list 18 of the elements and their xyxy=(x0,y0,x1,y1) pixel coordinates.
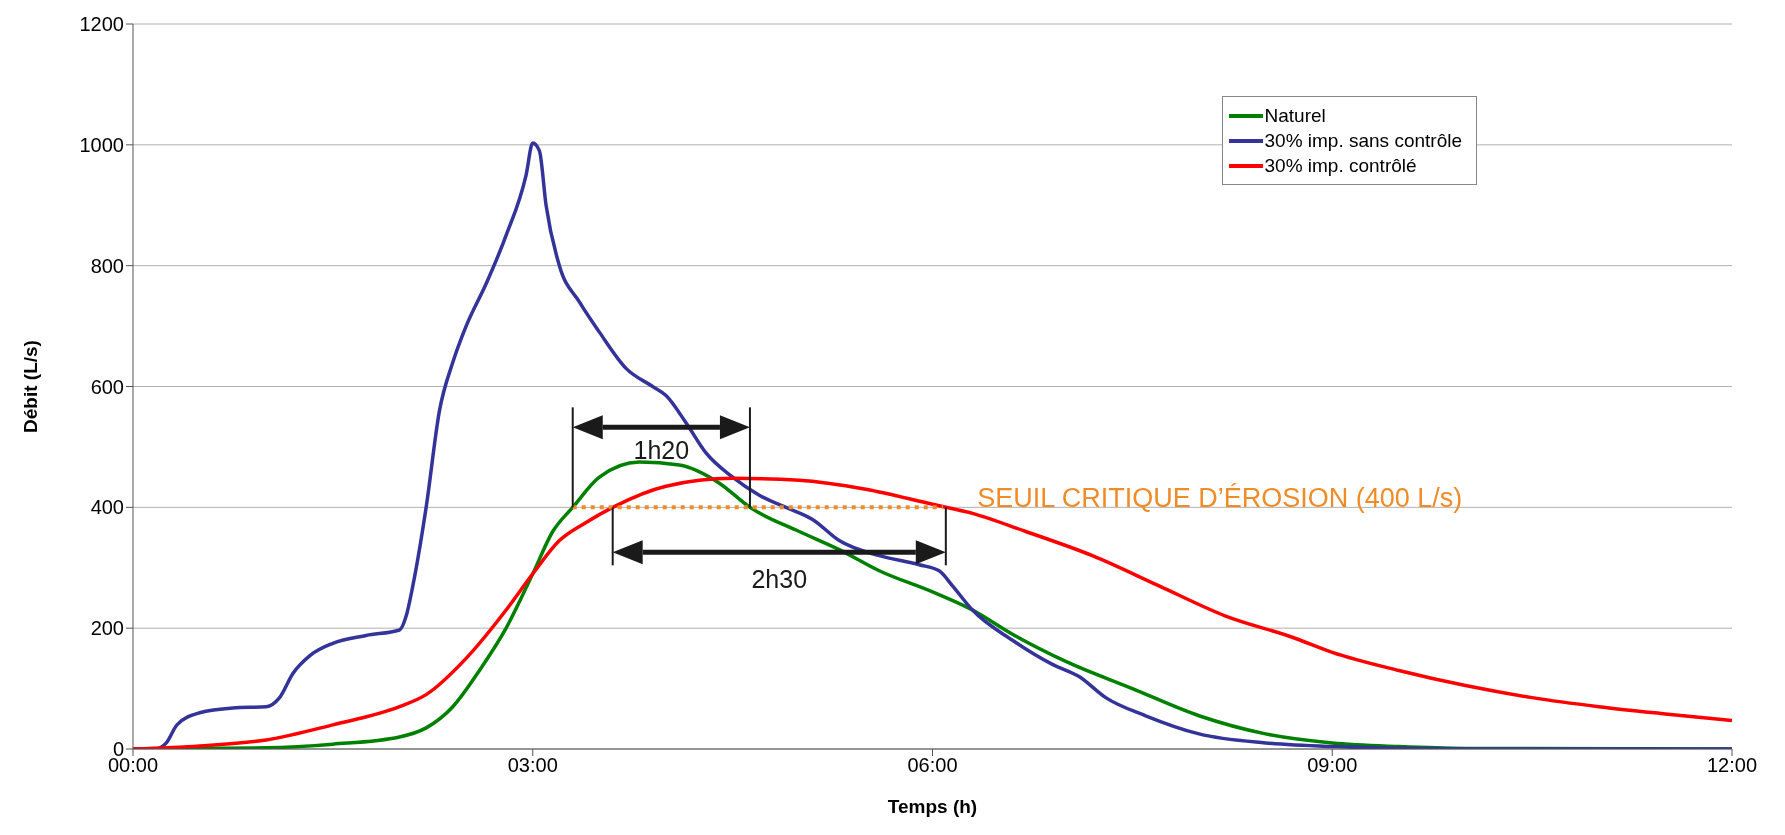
x-tick-label: 06:00 xyxy=(907,754,958,777)
y-tick-label: 400 xyxy=(90,496,124,519)
series-label: SEUIL CRITIQUE D’ÉROSION (400 L/s) xyxy=(977,482,1463,513)
y-tick-label: 200 xyxy=(90,617,124,640)
legend-label: Naturel xyxy=(1264,104,1326,127)
x-tick-label: 09:00 xyxy=(1307,754,1358,777)
y-axis-title: Débit (L/s) xyxy=(19,340,41,433)
x-axis-title: Temps (h) xyxy=(887,796,978,817)
annotation: 1h20 xyxy=(633,436,690,465)
y-tick-label: 1200 xyxy=(79,13,124,36)
y-tick-label: 1000 xyxy=(79,133,124,156)
x-tick-label: 03:00 xyxy=(507,754,558,777)
legend-label: 30% imp. sans contrôle xyxy=(1264,129,1462,152)
legend-label: 30% imp. contrôlé xyxy=(1264,154,1417,177)
annotation: 2h30 xyxy=(751,565,808,594)
x-tick-label: 12:00 xyxy=(1706,754,1758,777)
y-tick-label: 800 xyxy=(90,254,124,277)
y-tick-label: 600 xyxy=(90,375,124,398)
